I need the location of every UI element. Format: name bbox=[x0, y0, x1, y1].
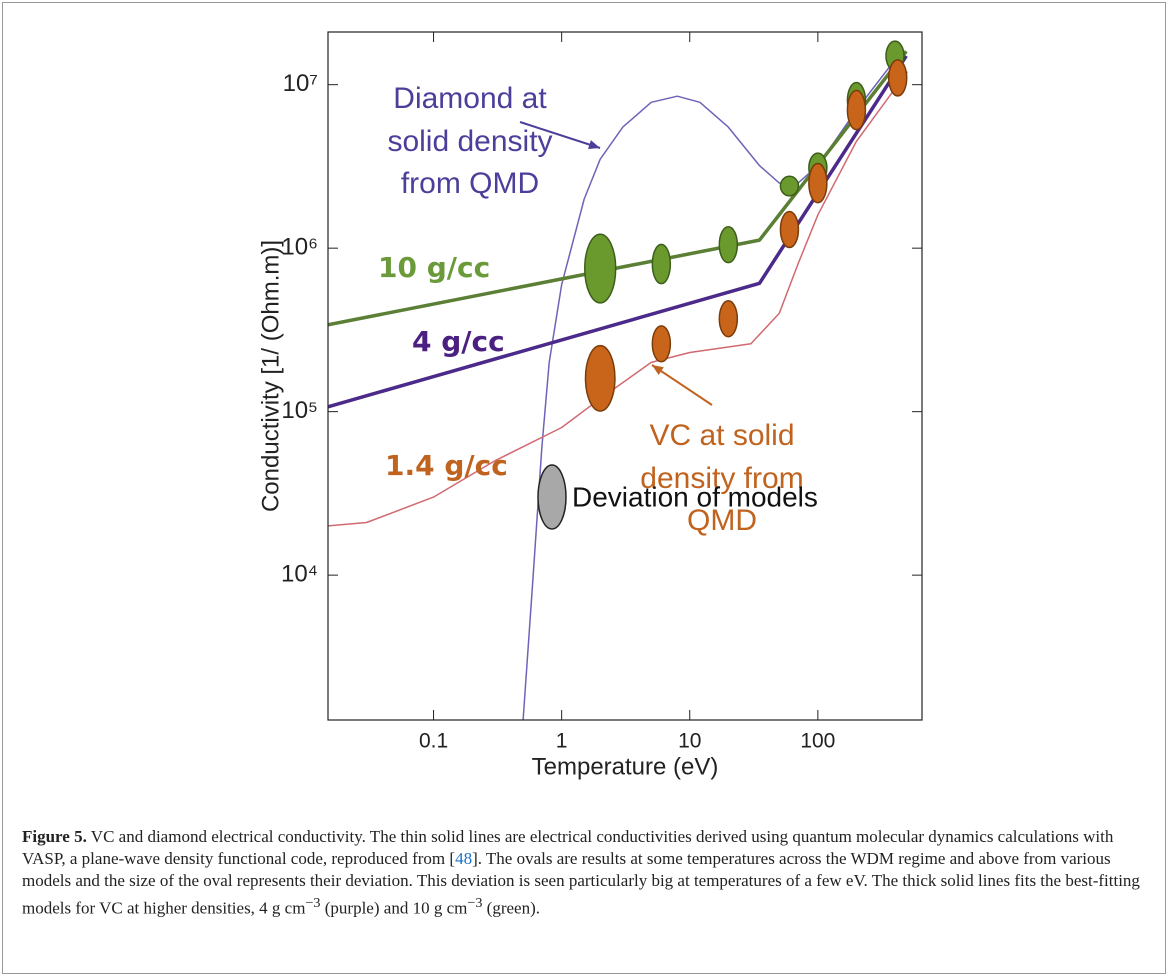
x-tick-label: 10 bbox=[678, 730, 701, 753]
y-axis-label: Conductivity [1/ (Ohm.m)] bbox=[257, 240, 284, 512]
caption-text: (green). bbox=[482, 898, 540, 918]
x-axis-label: Temperature (eV) bbox=[532, 753, 719, 780]
deviation-oval bbox=[779, 210, 800, 249]
series-line bbox=[328, 71, 909, 527]
deviation-oval bbox=[779, 175, 800, 197]
oval-label: 1.4 g/cc bbox=[385, 449, 508, 482]
series-annotation: QMD bbox=[687, 504, 757, 537]
caption-superscript: −3 bbox=[467, 895, 483, 911]
series-annotation: density from bbox=[640, 462, 803, 495]
caption-text: ]. The ovals are results at some tempera… bbox=[22, 849, 1140, 918]
deviation-oval bbox=[808, 162, 828, 204]
deviation-oval bbox=[846, 89, 867, 131]
annotation-arrowhead bbox=[652, 365, 664, 376]
legend-oval bbox=[537, 464, 567, 530]
series-annotation: solid density bbox=[387, 125, 552, 158]
x-tick-label: 100 bbox=[800, 730, 835, 753]
legend-label: Deviation of models bbox=[572, 481, 818, 512]
x-tick-label: 1 bbox=[556, 730, 568, 753]
series-label: 10 g/cc bbox=[378, 251, 490, 284]
y-tick-label: 10⁵ bbox=[281, 397, 318, 424]
caption-label: Figure 5. bbox=[22, 827, 87, 846]
deviation-oval bbox=[584, 344, 616, 412]
deviation-oval bbox=[584, 233, 617, 304]
figure-caption: Figure 5. VC and diamond electrical cond… bbox=[22, 826, 1150, 920]
deviation-oval bbox=[651, 243, 672, 285]
deviation-oval bbox=[887, 59, 908, 97]
deviation-oval bbox=[651, 325, 672, 363]
chart: Temperature (eV) Conductivity [1/ (Ohm.m… bbox=[257, 31, 923, 780]
annotation-arrow bbox=[519, 121, 601, 149]
x-tick-label: 0.1 bbox=[419, 730, 448, 753]
y-tick-label: 10⁴ bbox=[281, 560, 318, 587]
caption-superscript: −3 bbox=[305, 895, 321, 911]
annotation-arrowhead bbox=[588, 140, 600, 150]
caption-text: (purple) and 10 g cm bbox=[320, 898, 468, 918]
series-annotation: Diamond at bbox=[393, 82, 547, 115]
deviation-oval bbox=[718, 225, 739, 264]
series-label: 4 g/cc bbox=[412, 325, 505, 358]
series-annotation: VC at solid bbox=[649, 419, 794, 452]
deviation-oval bbox=[718, 300, 739, 338]
caption-text: VC and diamond electrical conductivity. … bbox=[22, 827, 1114, 868]
plot-frame bbox=[327, 31, 923, 721]
caption-reference[interactable]: 48 bbox=[455, 849, 473, 868]
series-line bbox=[522, 50, 903, 720]
series-line bbox=[328, 54, 908, 409]
annotation-arrow bbox=[651, 364, 713, 406]
y-tick-label: 10⁷ bbox=[283, 70, 318, 97]
y-tick-label: 10⁶ bbox=[281, 234, 318, 261]
series-annotation: from QMD bbox=[401, 167, 539, 200]
